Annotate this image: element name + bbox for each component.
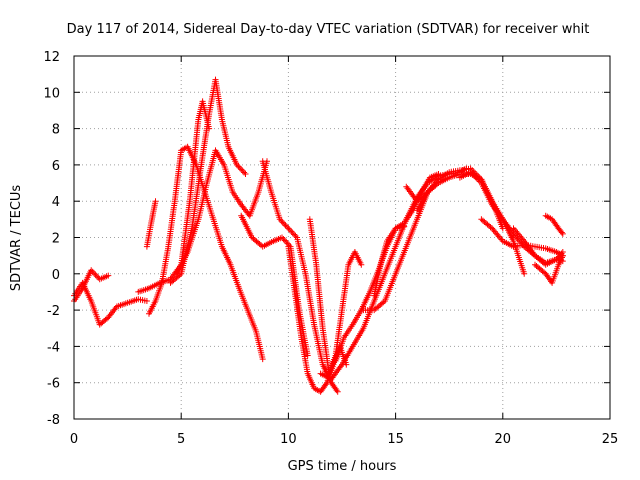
- y-axis-label: SDTVAR / TECUs: [9, 185, 24, 292]
- series-track-20: [510, 225, 566, 266]
- y-tick-label: -6: [47, 377, 60, 392]
- y-axis-ticks: -8 -6 -4 -2 0 2 4 6 8 10 12: [43, 50, 610, 428]
- series-track-14: [360, 176, 442, 314]
- y-tick-label: 10: [43, 86, 60, 101]
- y-tick-label: 4: [52, 195, 60, 210]
- y-tick-label: 6: [52, 159, 60, 174]
- series-markers: [510, 225, 566, 266]
- data-series: [71, 76, 566, 395]
- x-axis-label: GPS time / hours: [288, 459, 397, 474]
- series-markers: [306, 216, 365, 377]
- x-tick-label: 25: [602, 432, 619, 447]
- series-markers: [532, 252, 566, 286]
- y-tick-label: 2: [52, 232, 60, 247]
- series-markers: [238, 212, 311, 359]
- chart-title: Day 117 of 2014, Sidereal Day-to-day VTE…: [67, 22, 590, 37]
- series-markers: [173, 147, 270, 277]
- series-track-11: [306, 216, 365, 377]
- series-track-9: [238, 212, 311, 359]
- x-tick-label: 5: [177, 432, 185, 447]
- series-track-8: [259, 158, 341, 395]
- x-tick-label: 0: [70, 432, 78, 447]
- series-markers: [542, 212, 566, 237]
- series-track-22: [542, 212, 566, 237]
- y-tick-label: -8: [47, 413, 60, 428]
- series-markers: [259, 158, 341, 395]
- series-track-7: [173, 147, 270, 277]
- y-tick-label: 12: [43, 50, 60, 65]
- y-tick-label: 0: [52, 268, 60, 283]
- series-track-3: [143, 198, 159, 250]
- series-track-15: [371, 223, 408, 299]
- x-tick-label: 10: [280, 432, 297, 447]
- y-tick-label: 8: [52, 123, 60, 138]
- y-tick-label: -4: [47, 340, 60, 355]
- y-tick-label: -2: [47, 304, 60, 319]
- series-track-2: [71, 279, 150, 328]
- x-axis-ticks: 0 5 10 15 20 25: [70, 56, 618, 447]
- x-tick-label: 20: [495, 432, 512, 447]
- series-track-21: [532, 252, 566, 286]
- series-markers: [360, 176, 442, 314]
- x-tick-label: 15: [387, 432, 404, 447]
- series-markers: [371, 223, 408, 299]
- series-markers: [143, 198, 159, 250]
